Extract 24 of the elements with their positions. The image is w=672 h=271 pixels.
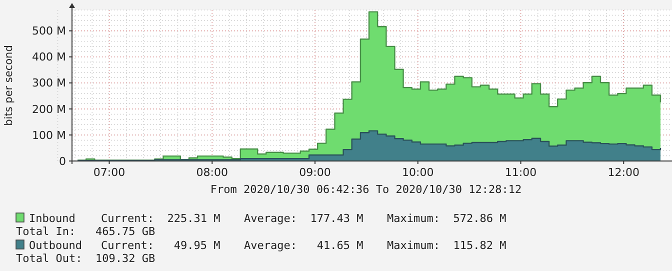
y-tick-label: 300 M <box>32 76 66 90</box>
x-tick-label: 07:00 <box>93 166 126 179</box>
y-tick-label: 500 M <box>32 24 66 38</box>
y-axis-title: bits per second <box>3 45 15 126</box>
text: Total Out: 109.32 GB <box>16 252 156 265</box>
x-tick-label: 12:00 <box>608 166 640 179</box>
x-tick-label: 09:00 <box>299 166 331 179</box>
x-tick-label: 10:00 <box>402 166 434 179</box>
text: Current: 225.31 M <box>101 212 221 225</box>
text: Maximum: 572.86 M <box>387 212 507 225</box>
text: Current: 49.95 M <box>101 239 221 252</box>
text: Maximum: 115.82 M <box>387 239 507 252</box>
x-tick-label: 11:00 <box>504 166 537 179</box>
legend-label: Inbound <box>29 212 76 225</box>
text: Average: 41.65 M <box>244 239 364 252</box>
y-tick-label: 200 M <box>32 102 66 116</box>
legend-label: Outbound <box>29 239 82 252</box>
text: Average: 177.43 M <box>244 212 364 225</box>
text: From 2020/10/30 06:42:36 To 2020/10/30 12:28:12 <box>210 183 522 196</box>
y-tick-label: 0 <box>59 154 66 168</box>
y-tick-label: 400 M <box>32 50 66 64</box>
text: Total In: 465.75 GB <box>16 225 156 238</box>
x-tick-label: 08:00 <box>196 166 228 179</box>
y-tick-label: 100 M <box>32 128 66 142</box>
